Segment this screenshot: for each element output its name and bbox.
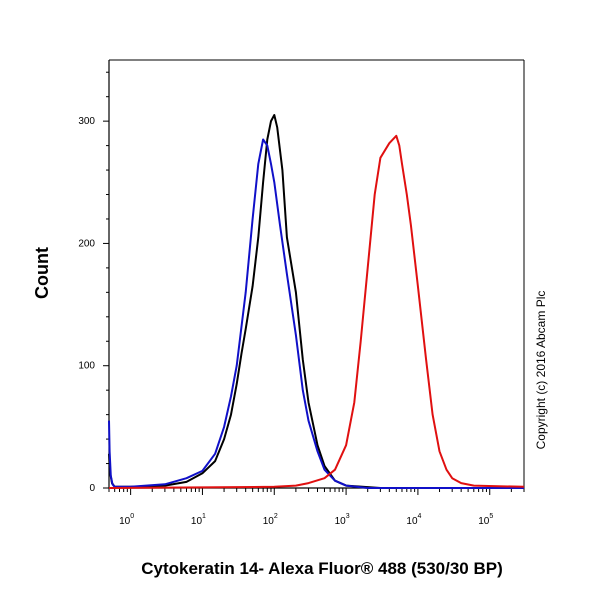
y-axis-ticks: 0 100 200 300 (78, 71, 109, 494)
copyright-annotation: Copyright (c) 2016 Abcam Plc (534, 291, 548, 450)
y-tick-label: 300 (78, 116, 95, 127)
histogram-series-line-2 (108, 138, 524, 489)
x-tick-label: 102 (263, 513, 278, 527)
y-tick-label: 200 (78, 238, 95, 249)
histogram-series (108, 114, 525, 489)
x-tick-label: 101 (191, 513, 206, 527)
histogram-series-line-1 (108, 114, 524, 489)
x-axis-ticks: 100 101 102 103 104 105 (108, 488, 525, 527)
x-tick-label: 105 (478, 513, 493, 527)
x-tick-label: 103 (335, 513, 350, 527)
y-tick-label: 100 (78, 361, 95, 372)
x-tick-label: 104 (406, 513, 421, 527)
y-axis-title: Count (32, 247, 52, 299)
plot-axes (108, 59, 525, 489)
y-tick-label: 0 (89, 483, 95, 494)
x-axis-title: Cytokeratin 14- Alexa Fluor® 488 (530/30… (141, 559, 502, 578)
histogram-series-line-3 (108, 134, 525, 489)
x-tick-label: 100 (119, 513, 134, 527)
